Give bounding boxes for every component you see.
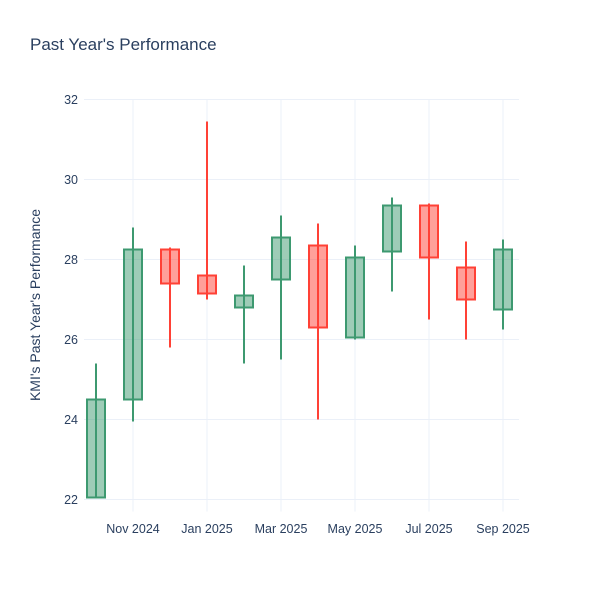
x-tick-label: Jul 2025 bbox=[405, 522, 452, 536]
candle-jun-2025[interactable] bbox=[382, 197, 402, 292]
y-axis-tick-labels: 22 24 26 28 30 32 bbox=[64, 93, 78, 507]
candle-jul-2025[interactable] bbox=[419, 203, 439, 320]
candle-aug-2025[interactable] bbox=[456, 241, 476, 340]
candle-body bbox=[86, 398, 106, 499]
y-gridlines bbox=[84, 99, 519, 500]
candle-sep-2025[interactable] bbox=[493, 239, 513, 330]
candle-jan-2025[interactable] bbox=[197, 121, 217, 300]
candle-dec-2024[interactable] bbox=[160, 247, 180, 348]
x-tick-label: Nov 2024 bbox=[106, 522, 160, 536]
candle-feb-2025[interactable] bbox=[234, 265, 254, 364]
y-tick-label: 26 bbox=[64, 333, 78, 347]
candle-body bbox=[234, 294, 254, 309]
candle-apr-2025[interactable] bbox=[308, 223, 328, 420]
x-axis-tick-labels: Nov 2024 Jan 2025 Mar 2025 May 2025 Jul 2025… bbox=[106, 522, 530, 536]
candle-body bbox=[382, 204, 402, 253]
chart-title: Past Year's Performance bbox=[30, 35, 217, 54]
candle-nov-2024[interactable] bbox=[123, 227, 143, 422]
candle-body bbox=[456, 266, 476, 301]
plot-area[interactable] bbox=[84, 99, 519, 512]
candle-may-2025[interactable] bbox=[345, 245, 365, 340]
x-tick-label: Sep 2025 bbox=[476, 522, 530, 536]
candle-body bbox=[419, 204, 439, 259]
candle-body bbox=[493, 248, 513, 311]
y-tick-label: 32 bbox=[64, 93, 78, 107]
candle-mar-2025[interactable] bbox=[271, 215, 291, 360]
y-tick-label: 28 bbox=[64, 253, 78, 267]
x-tick-label: Jan 2025 bbox=[181, 522, 232, 536]
candle-body bbox=[197, 274, 217, 295]
x-tick-label: May 2025 bbox=[328, 522, 383, 536]
x-tick-label: Mar 2025 bbox=[255, 522, 308, 536]
y-tick-label: 30 bbox=[64, 173, 78, 187]
candle-oct-2024[interactable] bbox=[86, 363, 106, 499]
candle-body bbox=[271, 236, 291, 281]
y-tick-label: 24 bbox=[64, 413, 78, 427]
candle-body bbox=[345, 256, 365, 339]
y-axis-title: KMI's Past Year's Performance bbox=[27, 209, 43, 401]
candle-body bbox=[123, 248, 143, 401]
candle-body bbox=[160, 248, 180, 285]
candles-group bbox=[86, 121, 513, 499]
candle-body bbox=[308, 244, 328, 329]
y-tick-label: 22 bbox=[64, 493, 78, 507]
